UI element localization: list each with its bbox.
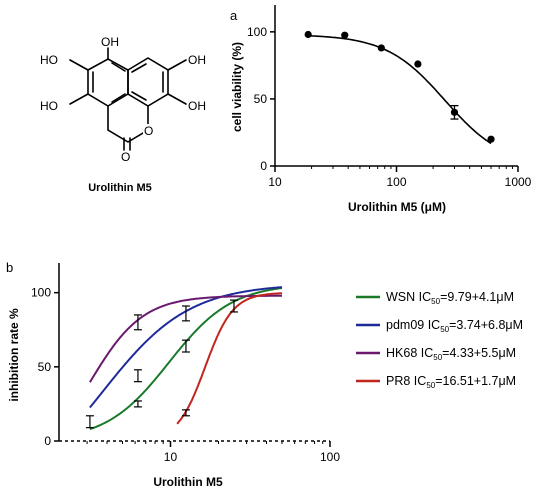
chart-panel-b: b 0 50 100 10 100 Urolithin M5 inhibition r… bbox=[6, 260, 523, 489]
panel-b-y-tick-label: 0 bbox=[44, 434, 51, 448]
panel-a-label: a bbox=[230, 8, 238, 23]
oh-label-1: OH bbox=[101, 35, 119, 49]
panel-b-x-tick-label: 10 bbox=[164, 450, 178, 464]
legend-item-wsn: WSN IC50=9.79+4.1μM bbox=[356, 290, 514, 306]
ring-o-label: O bbox=[144, 124, 153, 138]
ho-label-2: HO bbox=[40, 99, 58, 113]
panel-a-y-label: cell viability (%) bbox=[230, 42, 244, 132]
svg-text:PR8 IC50=16.51+1.7μM: PR8 IC50=16.51+1.7μM bbox=[386, 374, 516, 390]
curve-hk68 bbox=[89, 294, 282, 383]
panel-b-x-tick-label: 100 bbox=[320, 450, 340, 464]
oh-label-3: OH bbox=[188, 99, 206, 113]
panel-a-y-tick-label: 50 bbox=[254, 92, 268, 106]
ho-label-1: HO bbox=[40, 53, 58, 67]
panel-b-y-tick-label: 50 bbox=[38, 360, 52, 374]
ring-lactone bbox=[107, 105, 149, 143]
panel-a-data-point bbox=[377, 44, 385, 52]
panel-b-y-label: inhibition rate % bbox=[7, 308, 21, 402]
panel-a-x-tick-label: 10 bbox=[268, 175, 282, 189]
panel-a-data-point bbox=[450, 108, 459, 116]
oh-label-2: OH bbox=[188, 53, 206, 67]
panel-a-x-label: Urolithin M5 (μM) bbox=[348, 200, 446, 214]
error-bar-hk68 bbox=[133, 314, 142, 331]
legend-ic50-pr8: =16.51+1.7μM bbox=[435, 374, 516, 388]
ring-left bbox=[87, 58, 129, 107]
carbonyl-o-label: O bbox=[121, 150, 130, 164]
svg-text:pdm09 IC50=3.74+6.8μM: pdm09 IC50=3.74+6.8μM bbox=[386, 318, 523, 334]
panel-a-data-point bbox=[341, 31, 349, 39]
svg-text:WSN IC50=9.79+4.1μM: WSN IC50=9.79+4.1μM bbox=[386, 290, 514, 306]
panel-b-label: b bbox=[6, 260, 13, 275]
panel-a-y-tick-label: 100 bbox=[247, 25, 267, 39]
panel-a-data-point bbox=[487, 135, 495, 143]
panel-a-fit-curve bbox=[308, 34, 492, 145]
panel-a-x-tick-label: 100 bbox=[386, 175, 406, 189]
legend-item-pr8: PR8 IC50=16.51+1.7μM bbox=[356, 374, 516, 390]
error-bar-wsn bbox=[181, 339, 190, 353]
chart-panel-a: a 0 50 100 10 100 1000 Urolithin M5 (μM) cel… bbox=[230, 5, 532, 214]
panel-a-data-point bbox=[414, 60, 422, 68]
panel-a-x-tick-label: 1000 bbox=[505, 175, 532, 189]
legend-ic50-pdm09: =3.74+6.8μM bbox=[449, 318, 523, 332]
panel-b-y-tick-label: 100 bbox=[31, 286, 51, 300]
legend-series-wsn: WSN bbox=[386, 290, 415, 304]
error-bar-hk68 bbox=[85, 415, 94, 429]
error-bar-pdm09 bbox=[133, 369, 142, 383]
error-bar-pr8 bbox=[181, 409, 190, 417]
legend-item-pdm09: pdm09 IC50=3.74+6.8μM bbox=[356, 318, 523, 334]
ring-right bbox=[127, 57, 169, 107]
curve-pr8 bbox=[176, 292, 283, 425]
legend-series-hk68: HK68 bbox=[386, 346, 417, 360]
carbonyl-bond bbox=[123, 137, 131, 151]
legend-item-hk68: HK68 IC50=4.33+5.5μM bbox=[356, 346, 516, 362]
panel-a-y-tick-label: 0 bbox=[260, 159, 267, 173]
error-bar-pr8 bbox=[229, 299, 238, 313]
legend: WSN IC50=9.79+4.1μM pdm09 IC50=3.74+6.8μ… bbox=[356, 290, 523, 390]
legend-series-pr8: PR8 bbox=[386, 374, 410, 388]
panel-b-x-label: Urolithin M5 bbox=[153, 475, 223, 489]
legend-ic50-wsn: =9.79+4.1μM bbox=[440, 290, 514, 304]
structure-name: Urolithin M5 bbox=[88, 182, 152, 194]
svg-text:HK68 IC50=4.33+5.5μM: HK68 IC50=4.33+5.5μM bbox=[386, 346, 516, 362]
chemical-structure bbox=[69, 47, 187, 151]
error-bar-wsn bbox=[133, 400, 142, 408]
error-bar-hk68 bbox=[181, 305, 190, 322]
legend-ic50-hk68: =4.33+5.5μM bbox=[442, 346, 516, 360]
panel-a-data-point bbox=[304, 30, 312, 39]
legend-series-pdm09: pdm09 bbox=[386, 318, 424, 332]
